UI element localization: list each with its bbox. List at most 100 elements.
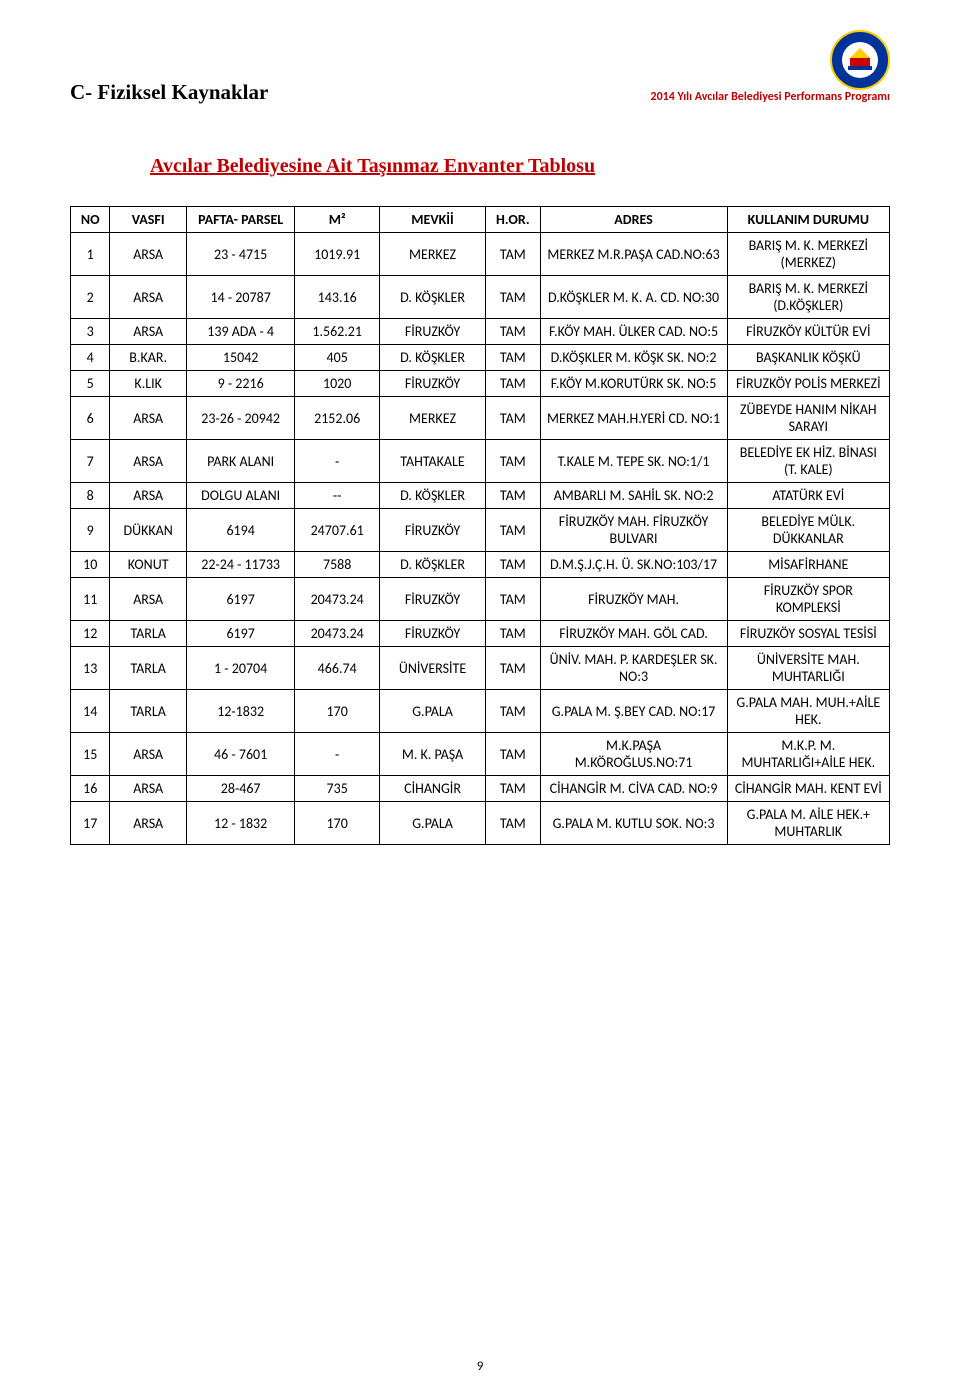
cell-durum: FİRUZKÖY SOSYAL TESİSİ [727, 621, 889, 647]
cell-no: 10 [71, 552, 110, 578]
envanter-table: NO VASFI PAFTA- PARSEL M² MEVKİİ H.OR. A… [70, 206, 890, 845]
cell-pafta: 6197 [186, 578, 294, 621]
cell-pafta: 23-26 - 20942 [186, 397, 294, 440]
cell-m2: 170 [295, 690, 380, 733]
cell-vasfi: ARSA [110, 483, 186, 509]
cell-pafta: 46 - 7601 [186, 733, 294, 776]
cell-vasfi: TARLA [110, 690, 186, 733]
cell-adres: FİRUZKÖY MAH. [540, 578, 727, 621]
cell-pafta: DOLGU ALANI [186, 483, 294, 509]
cell-durum: CİHANGİR MAH. KENT EVİ [727, 776, 889, 802]
cell-no: 12 [71, 621, 110, 647]
col-pafta: PAFTA- PARSEL [186, 207, 294, 233]
cell-adres: D.M.Ş.J.Ç.H. Ü. SK.NO:103/17 [540, 552, 727, 578]
cell-hor: TAM [486, 552, 540, 578]
cell-mevkii: FİRUZKÖY [379, 621, 485, 647]
cell-durum: FİRUZKÖY POLİS MERKEZİ [727, 371, 889, 397]
cell-durum: ATATÜRK EVİ [727, 483, 889, 509]
table-row: 7ARSAPARK ALANI-TAHTAKALETAMT.KALE M. TE… [71, 440, 890, 483]
cell-vasfi: B.KAR. [110, 345, 186, 371]
col-no: NO [71, 207, 110, 233]
cell-durum: BELEDİYE EK HİZ. BİNASI (T. KALE) [727, 440, 889, 483]
table-row: 17ARSA12 - 1832170G.PALATAMG.PALA M. KUT… [71, 802, 890, 845]
cell-adres: G.PALA M. KUTLU SOK. NO:3 [540, 802, 727, 845]
cell-adres: M.K.PAŞA M.KÖROĞLUS.NO:71 [540, 733, 727, 776]
cell-pafta: PARK ALANI [186, 440, 294, 483]
cell-hor: TAM [486, 647, 540, 690]
cell-durum: FİRUZKÖY SPOR KOMPLEKSİ [727, 578, 889, 621]
table-row: 16ARSA28-467735CİHANGİRTAMCİHANGİR M. Cİ… [71, 776, 890, 802]
cell-no: 13 [71, 647, 110, 690]
cell-vasfi: ARSA [110, 776, 186, 802]
cell-no: 14 [71, 690, 110, 733]
cell-vasfi: ARSA [110, 440, 186, 483]
cell-hor: TAM [486, 776, 540, 802]
cell-no: 15 [71, 733, 110, 776]
col-durum: KULLANIM DURUMU [727, 207, 889, 233]
cell-pafta: 28-467 [186, 776, 294, 802]
cell-no: 6 [71, 397, 110, 440]
cell-no: 5 [71, 371, 110, 397]
cell-mevkii: FİRUZKÖY [379, 319, 485, 345]
cell-vasfi: ARSA [110, 397, 186, 440]
table-row: 8ARSADOLGU ALANI--D. KÖŞKLERTAMAMBARLI M… [71, 483, 890, 509]
cell-no: 16 [71, 776, 110, 802]
cell-mevkii: ÜNİVERSİTE [379, 647, 485, 690]
cell-mevkii: G.PALA [379, 802, 485, 845]
cell-hor: TAM [486, 733, 540, 776]
cell-hor: TAM [486, 397, 540, 440]
cell-durum: BARIŞ M. K. MERKEZİ (D.KÖŞKLER) [727, 276, 889, 319]
program-header-text: 2014 Yılı Avcılar Belediyesi Performans … [651, 90, 891, 104]
cell-hor: TAM [486, 483, 540, 509]
page-root: 2014 Yılı Avcılar Belediyesi Performans … [0, 0, 960, 1394]
subtitle: Avcılar Belediyesine Ait Taşınmaz Envant… [150, 155, 890, 178]
cell-adres: FİRUZKÖY MAH. FİRUZKÖY BULVARI [540, 509, 727, 552]
cell-hor: TAM [486, 509, 540, 552]
table-header-row: NO VASFI PAFTA- PARSEL M² MEVKİİ H.OR. A… [71, 207, 890, 233]
cell-adres: D.KÖŞKLER M. KÖŞK SK. NO:2 [540, 345, 727, 371]
cell-mevkii: D. KÖŞKLER [379, 345, 485, 371]
table-row: 10KONUT22-24 - 117337588D. KÖŞKLERTAMD.M… [71, 552, 890, 578]
cell-m2: 170 [295, 802, 380, 845]
cell-vasfi: ARSA [110, 733, 186, 776]
cell-vasfi: KONUT [110, 552, 186, 578]
cell-vasfi: DÜKKAN [110, 509, 186, 552]
cell-pafta: 14 - 20787 [186, 276, 294, 319]
cell-adres: CİHANGİR M. CİVA CAD. NO:9 [540, 776, 727, 802]
cell-vasfi: ARSA [110, 276, 186, 319]
cell-adres: AMBARLI M. SAHİL SK. NO:2 [540, 483, 727, 509]
cell-durum: G.PALA M. AİLE HEK.+ MUHTARLIK [727, 802, 889, 845]
cell-no: 2 [71, 276, 110, 319]
cell-durum: BARIŞ M. K. MERKEZİ (MERKEZ) [727, 233, 889, 276]
cell-pafta: 1 - 20704 [186, 647, 294, 690]
cell-durum: ÜNİVERSİTE MAH. MUHTARLIĞI [727, 647, 889, 690]
cell-pafta: 12-1832 [186, 690, 294, 733]
cell-mevkii: MERKEZ [379, 233, 485, 276]
cell-durum: M.K.P. M. MUHTARLIĞI+AİLE HEK. [727, 733, 889, 776]
table-row: 1ARSA23 - 47151019.91MERKEZTAMMERKEZ M.R… [71, 233, 890, 276]
cell-durum: BELEDİYE MÜLK. DÜKKANLAR [727, 509, 889, 552]
cell-pafta: 6197 [186, 621, 294, 647]
cell-no: 17 [71, 802, 110, 845]
cell-adres: MERKEZ MAH.H.YERİ CD. NO:1 [540, 397, 727, 440]
table-row: 2ARSA14 - 20787143.16D. KÖŞKLERTAMD.KÖŞK… [71, 276, 890, 319]
table-row: 3ARSA139 ADA - 41.562.21FİRUZKÖYTAMF.KÖY… [71, 319, 890, 345]
cell-hor: TAM [486, 371, 540, 397]
cell-no: 9 [71, 509, 110, 552]
cell-pafta: 139 ADA - 4 [186, 319, 294, 345]
cell-m2: 143.16 [295, 276, 380, 319]
cell-hor: TAM [486, 276, 540, 319]
cell-no: 7 [71, 440, 110, 483]
cell-m2: 20473.24 [295, 578, 380, 621]
cell-adres: D.KÖŞKLER M. K. A. CD. NO:30 [540, 276, 727, 319]
cell-adres: MERKEZ M.R.PAŞA CAD.NO:63 [540, 233, 727, 276]
cell-hor: TAM [486, 440, 540, 483]
col-hor: H.OR. [486, 207, 540, 233]
cell-mevkii: G.PALA [379, 690, 485, 733]
cell-m2: 24707.61 [295, 509, 380, 552]
cell-pafta: 6194 [186, 509, 294, 552]
cell-pafta: 22-24 - 11733 [186, 552, 294, 578]
col-m2: M² [295, 207, 380, 233]
municipality-logo-icon [830, 30, 890, 90]
cell-m2: 1019.91 [295, 233, 380, 276]
